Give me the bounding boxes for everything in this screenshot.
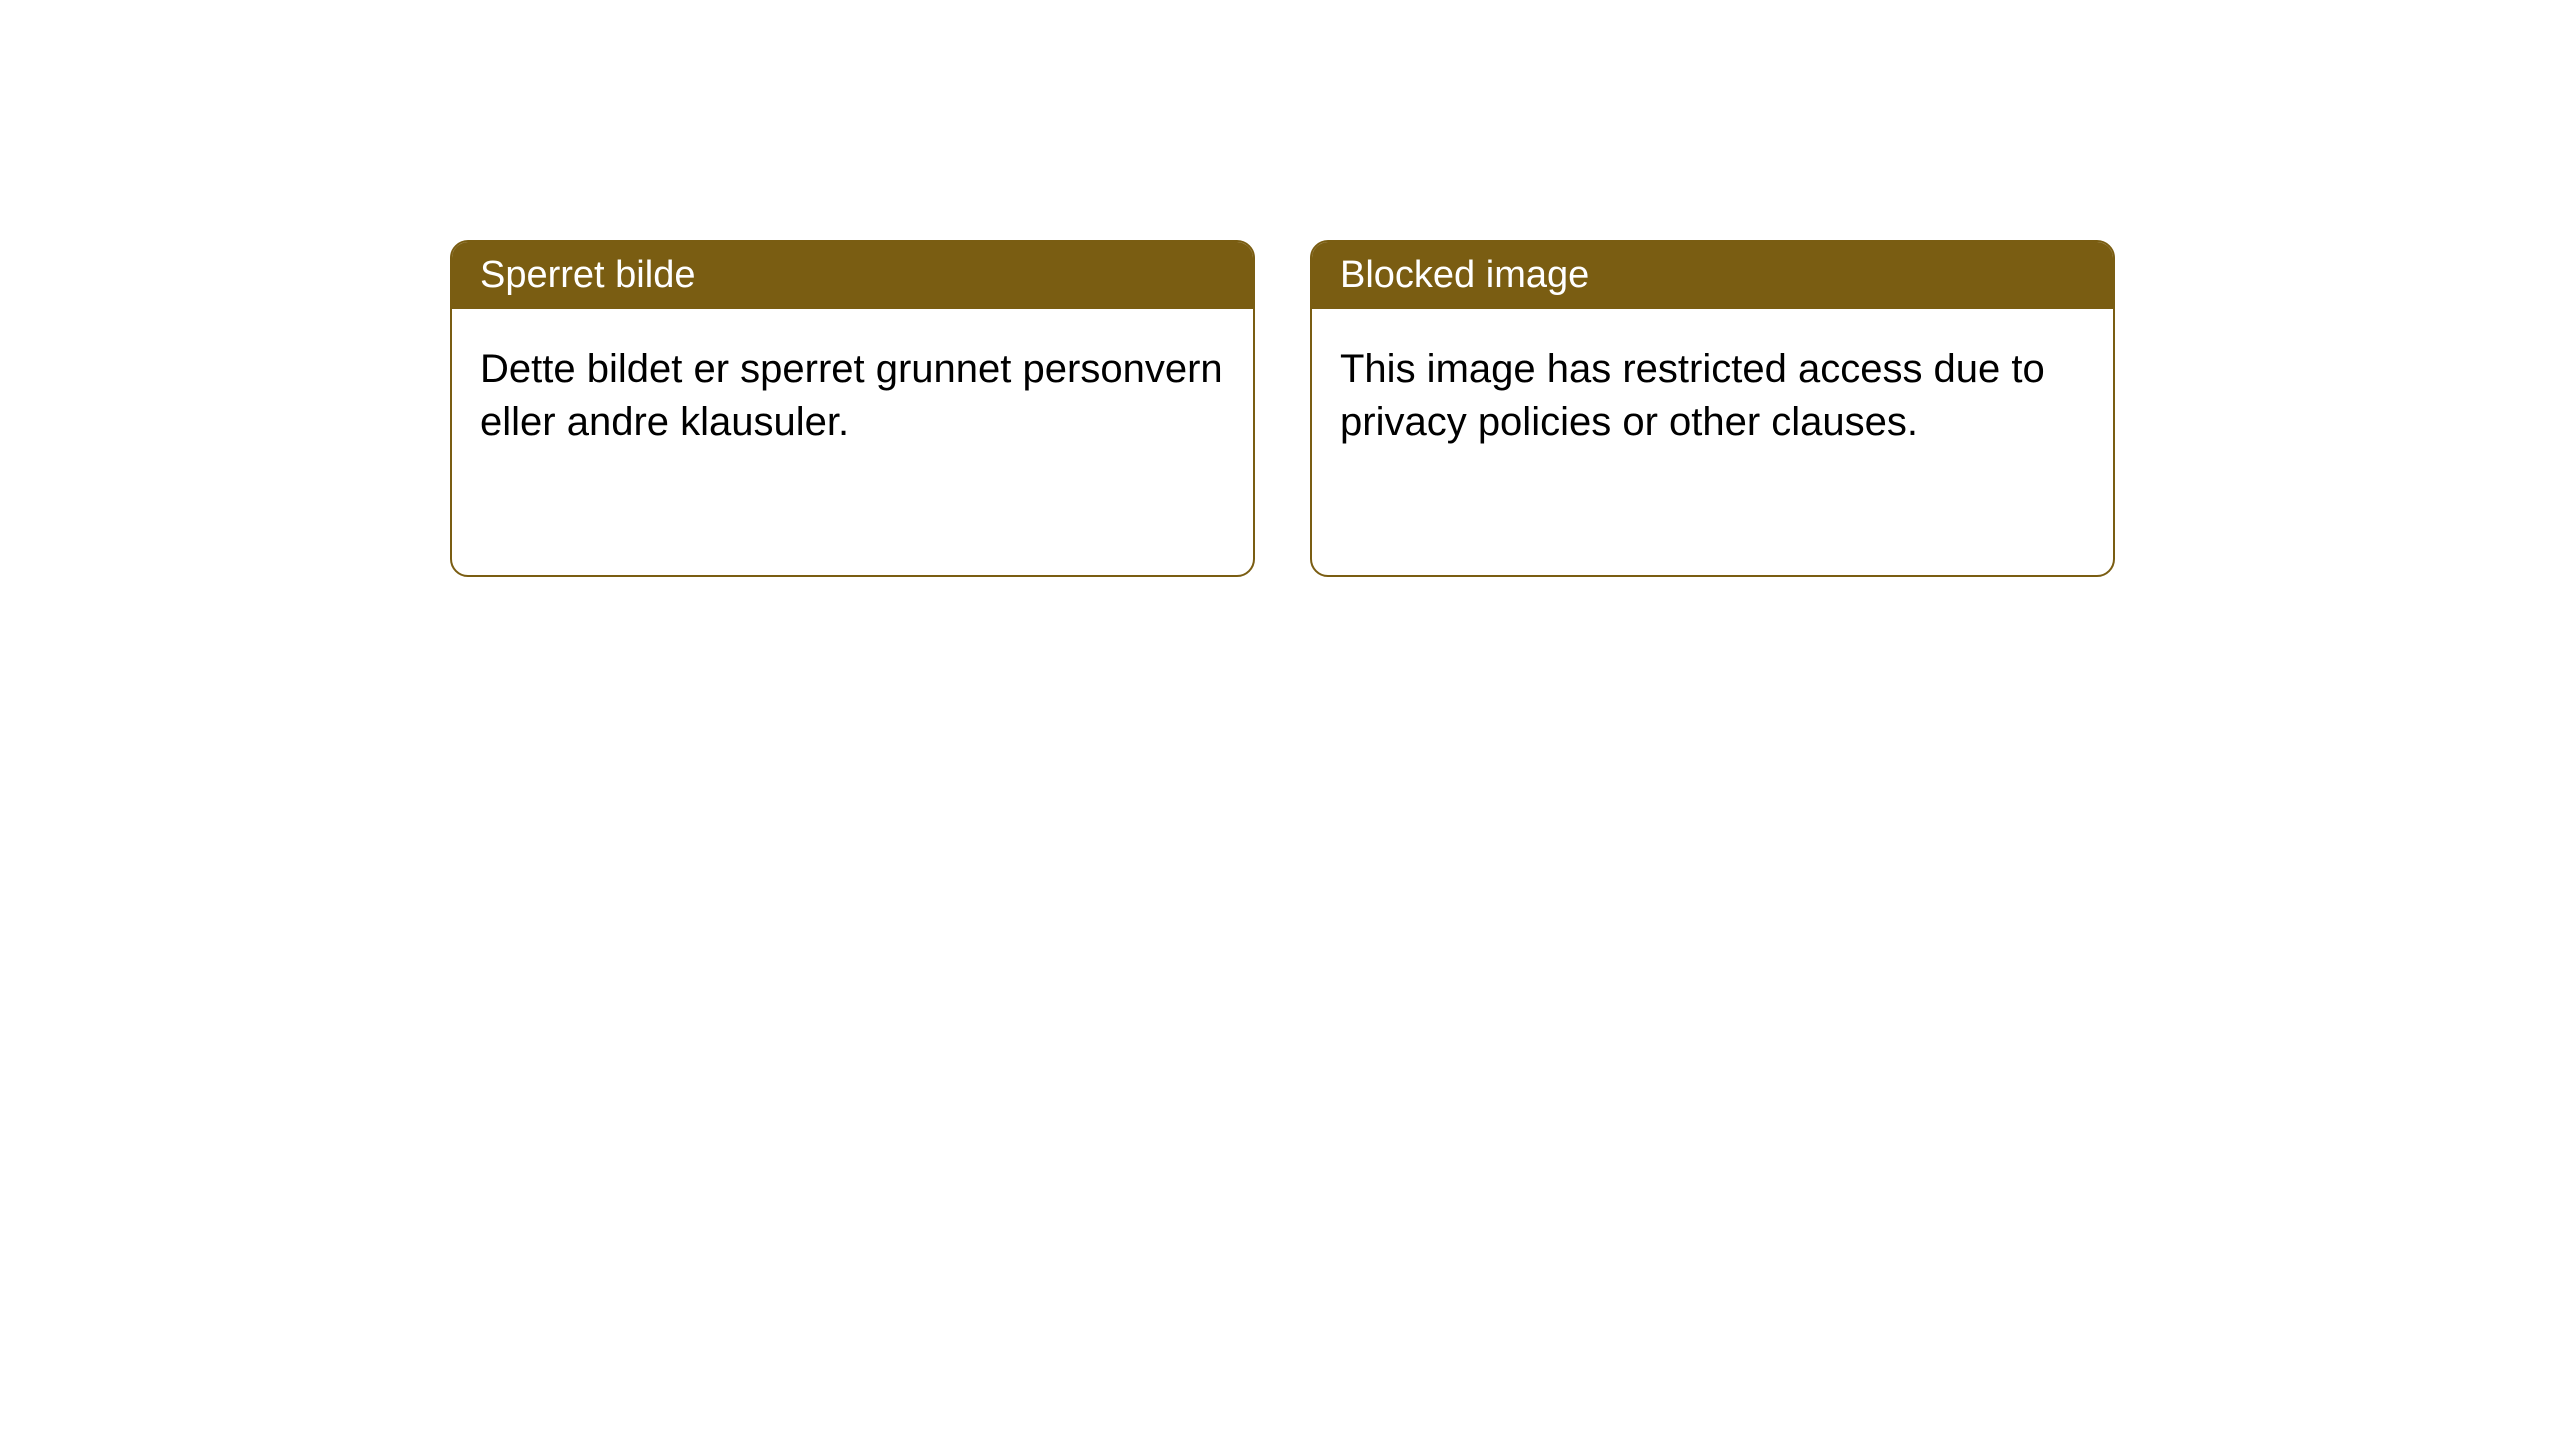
notice-body-text: Dette bildet er sperret grunnet personve… — [480, 347, 1223, 444]
notice-title: Blocked image — [1340, 254, 1589, 296]
notice-title: Sperret bilde — [480, 254, 695, 296]
notice-body-text: This image has restricted access due to … — [1340, 347, 2045, 444]
notice-body: Dette bildet er sperret grunnet personve… — [452, 309, 1253, 483]
notice-header: Sperret bilde — [452, 242, 1253, 309]
notice-card-english: Blocked image This image has restricted … — [1310, 240, 2115, 577]
notice-card-norwegian: Sperret bilde Dette bildet er sperret gr… — [450, 240, 1255, 577]
notice-header: Blocked image — [1312, 242, 2113, 309]
notice-body: This image has restricted access due to … — [1312, 309, 2113, 483]
notice-container: Sperret bilde Dette bildet er sperret gr… — [0, 0, 2560, 577]
